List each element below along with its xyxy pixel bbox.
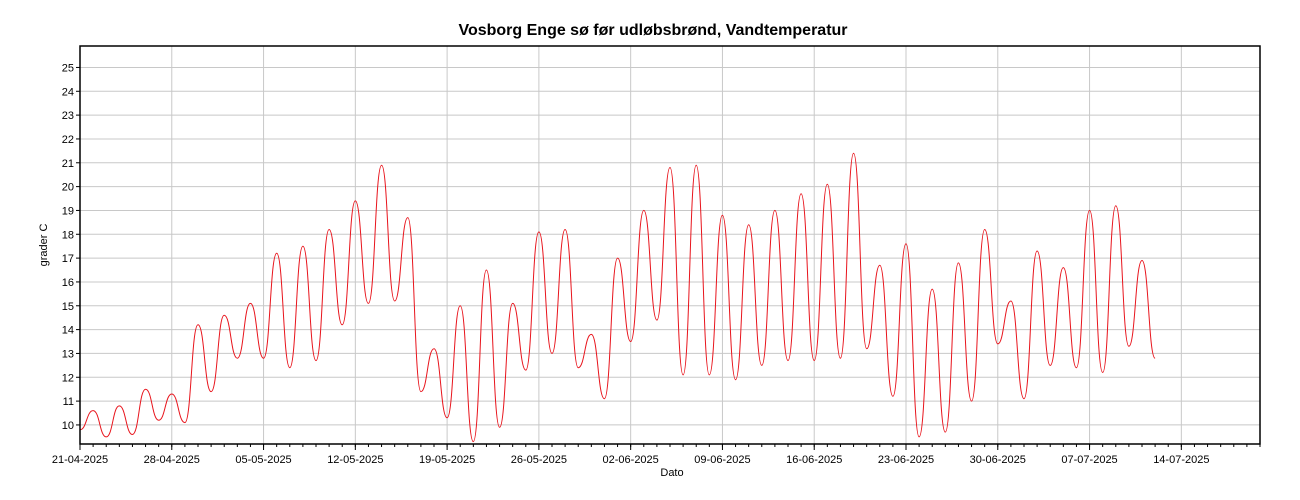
x-tick-label: 16-06-2025	[786, 454, 842, 466]
x-tick-label: 09-06-2025	[694, 454, 750, 466]
x-tick-label: 05-05-2025	[235, 454, 291, 466]
y-tick-label: 14	[62, 325, 74, 337]
y-tick-label: 21	[62, 158, 74, 170]
x-tick-label: 30-06-2025	[970, 454, 1026, 466]
series-layer	[80, 152, 1156, 443]
plot-frame	[79, 45, 1261, 445]
x-tick-label: 21-04-2025	[52, 454, 108, 466]
y-tick-label: 10	[62, 420, 74, 432]
x-tick-label: 19-05-2025	[419, 454, 475, 466]
y-tick-label: 13	[62, 348, 74, 360]
y-tick-label: 15	[62, 301, 74, 313]
x-tick-label: 26-05-2025	[511, 454, 567, 466]
x-axis-label: Dato	[660, 467, 683, 479]
y-tick-label: 23	[62, 110, 74, 122]
series-line-0	[80, 152, 1156, 443]
axis-ticks	[76, 66, 1261, 450]
y-tick-label: 20	[62, 182, 74, 194]
y-tick-label: 12	[62, 372, 74, 384]
y-tick-label: 16	[62, 277, 74, 289]
x-axis-tick-labels: 21-04-2025 28-04-2025 05-05-2025 12-05-2025…	[52, 454, 1210, 466]
y-tick-label: 22	[62, 134, 74, 146]
y-tick-label: 25	[62, 62, 74, 74]
x-tick-label: 23-06-2025	[878, 454, 934, 466]
x-tick-label: 12-05-2025	[327, 454, 383, 466]
y-axis-label: grader C	[38, 224, 50, 267]
x-tick-label: 07-07-2025	[1061, 454, 1117, 466]
grid	[79, 46, 1260, 444]
chart-title: Vosborg Enge sø før udløbsbrønd, Vandtem…	[458, 22, 847, 39]
x-tick-label: 02-06-2025	[603, 454, 659, 466]
x-tick-label: 14-07-2025	[1153, 454, 1209, 466]
x-tick-label: 28-04-2025	[144, 454, 200, 466]
y-tick-label: 17	[62, 253, 74, 265]
y-tick-label: 24	[62, 86, 74, 98]
y-tick-label: 18	[62, 229, 74, 241]
y-tick-label: 11	[63, 396, 74, 408]
y-tick-label: 19	[62, 205, 74, 217]
y-axis-tick-labels: 10 11 12 13 14 15 16 17 18 19 20 21 22 23 24 25	[62, 62, 74, 431]
